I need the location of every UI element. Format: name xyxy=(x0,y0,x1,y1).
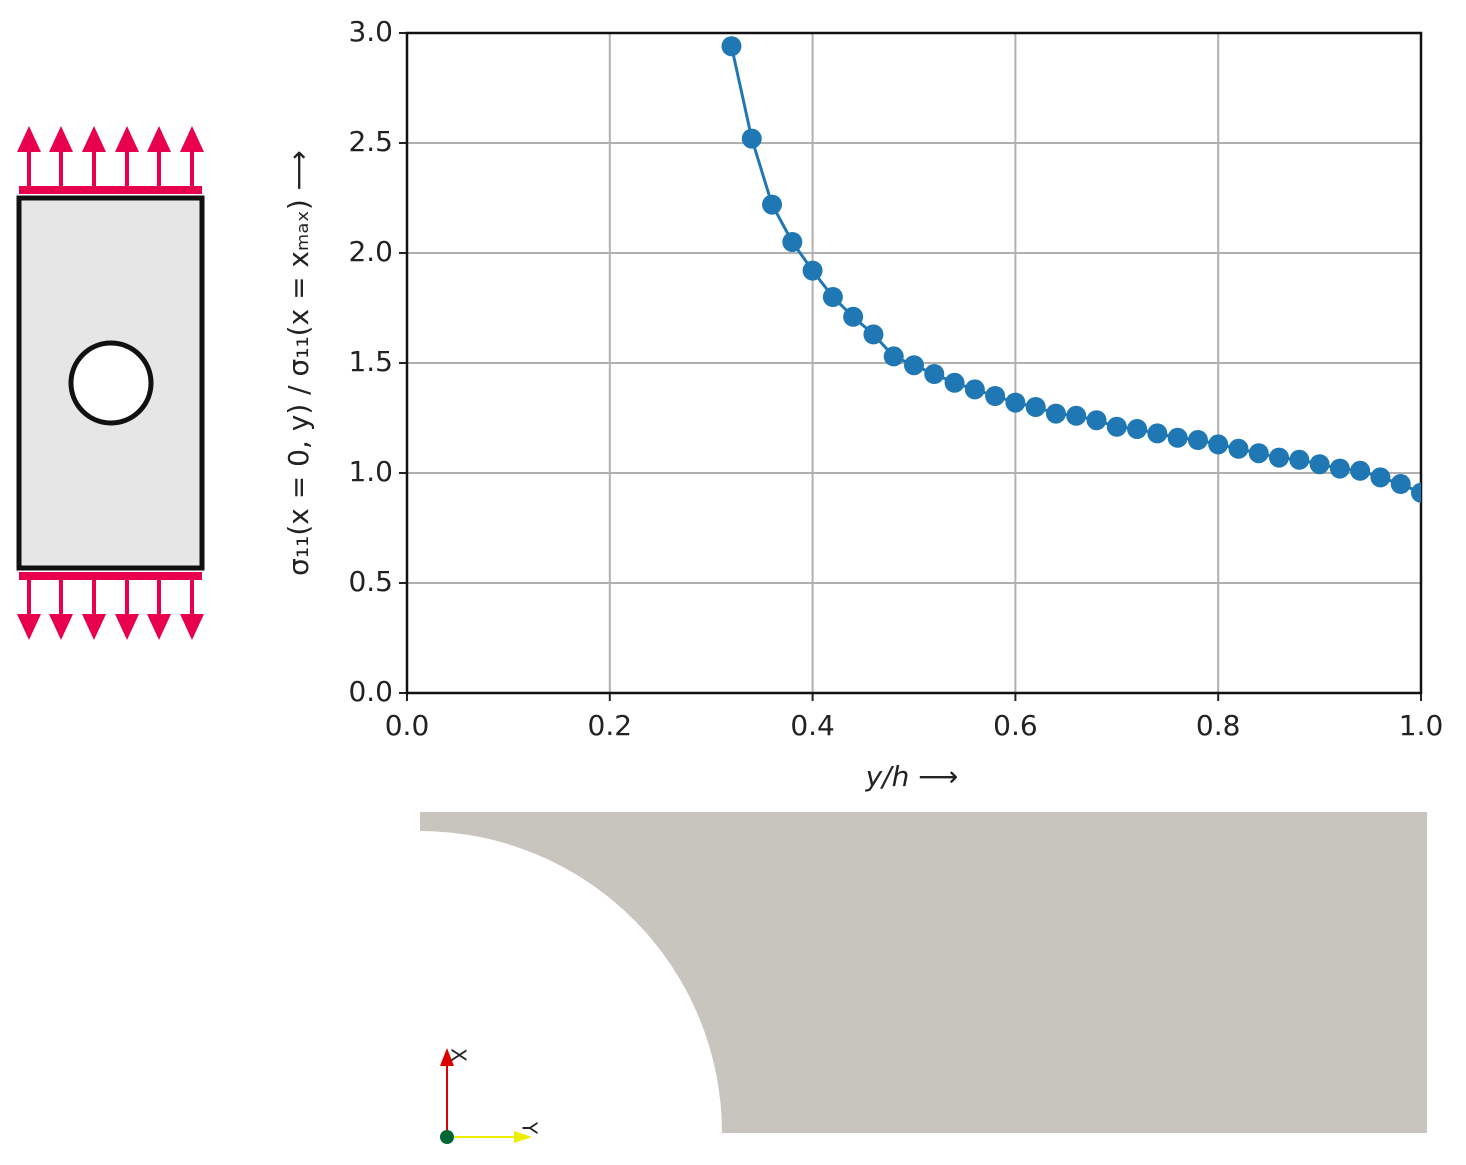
y-tick-label: 2.0 xyxy=(348,235,393,268)
y-tick-label: 0.5 xyxy=(348,565,393,598)
origin xyxy=(440,1130,454,1144)
data-point xyxy=(1208,434,1229,455)
arrow-head xyxy=(49,126,73,152)
data-point xyxy=(1167,427,1188,448)
x-tick-label: 0.0 xyxy=(385,709,430,742)
data-point xyxy=(1309,454,1330,475)
y-tick-label: 3.0 xyxy=(348,15,393,48)
data-point xyxy=(1269,447,1290,468)
arrow-head xyxy=(147,614,171,640)
y-tick-label: 2.5 xyxy=(348,125,393,158)
y-tick-label: 1.5 xyxy=(348,345,393,378)
y-label: Y xyxy=(518,1121,542,1135)
x-tick-label: 0.6 xyxy=(993,709,1038,742)
quarter-plate xyxy=(420,812,1427,1133)
data-point xyxy=(741,128,762,149)
data-point xyxy=(762,194,783,215)
data-point xyxy=(1390,474,1411,494)
x-tick-label: 0.4 xyxy=(790,709,835,742)
data-point xyxy=(1350,460,1371,481)
arrow-head xyxy=(180,126,204,152)
arrow-head xyxy=(180,614,204,640)
arrow-head xyxy=(115,614,139,640)
arrow-head xyxy=(82,126,106,152)
data-point xyxy=(964,379,985,400)
axes-frame xyxy=(405,31,1423,695)
data-point xyxy=(1370,467,1391,488)
data-point xyxy=(1127,419,1148,439)
data-point xyxy=(1411,482,1421,503)
data-point xyxy=(721,36,742,57)
arrow-head xyxy=(17,614,41,640)
plate-diagram xyxy=(16,126,205,640)
data-point xyxy=(1106,416,1127,437)
x-tick-label: 1.0 xyxy=(1399,709,1444,742)
arrow-head xyxy=(115,126,139,152)
data-point xyxy=(863,324,884,345)
chart: y/h ⟶ σ₁₁(x = 0, y) / σ₁₁(x = xₘₐₓ) ⟶ 0.… xyxy=(282,15,1443,793)
x-label: X xyxy=(447,1048,471,1062)
y-arrow-head xyxy=(514,1131,532,1143)
load-bar xyxy=(19,186,202,194)
data-point xyxy=(1329,458,1350,479)
x-axis-label: y/h ⟶ xyxy=(865,760,959,793)
data-point xyxy=(904,355,924,376)
data-point xyxy=(1147,423,1168,444)
data-point xyxy=(944,372,965,393)
data-point xyxy=(1289,449,1310,470)
hole xyxy=(68,340,154,426)
data-point xyxy=(1045,403,1066,424)
y-tick-label: 0.0 xyxy=(348,675,393,708)
arrow-head xyxy=(49,614,73,640)
data-point xyxy=(802,260,823,281)
data-line xyxy=(730,45,1421,495)
data-point xyxy=(843,306,864,327)
y-axis-label: σ₁₁(x = 0, y) / σ₁₁(x = xₘₐₓ) ⟶ xyxy=(282,150,315,576)
load-arrows xyxy=(17,126,204,640)
data-point xyxy=(782,232,803,252)
arrow-head xyxy=(82,614,106,640)
x-tick-label: 0.2 xyxy=(588,709,633,742)
data-point xyxy=(1066,405,1087,426)
data-point xyxy=(1248,443,1269,464)
mesh-view: X Y xyxy=(420,812,1427,1144)
data-point xyxy=(883,346,904,367)
load-bar xyxy=(19,572,202,580)
data-point xyxy=(1025,397,1046,417)
y-tick-label: 1.0 xyxy=(348,455,393,488)
x-tick-label: 0.8 xyxy=(1196,709,1241,742)
data-point xyxy=(924,364,945,384)
data-point xyxy=(822,287,843,307)
data-point xyxy=(1187,430,1208,450)
data-point xyxy=(1228,438,1249,459)
data-point xyxy=(985,386,1006,406)
x-arrow-head xyxy=(440,1048,454,1066)
data-point xyxy=(1086,410,1107,431)
data-point xyxy=(1005,392,1026,413)
arrow-head xyxy=(147,126,171,152)
arrow-head xyxy=(17,126,41,152)
plot-area xyxy=(721,36,1421,503)
